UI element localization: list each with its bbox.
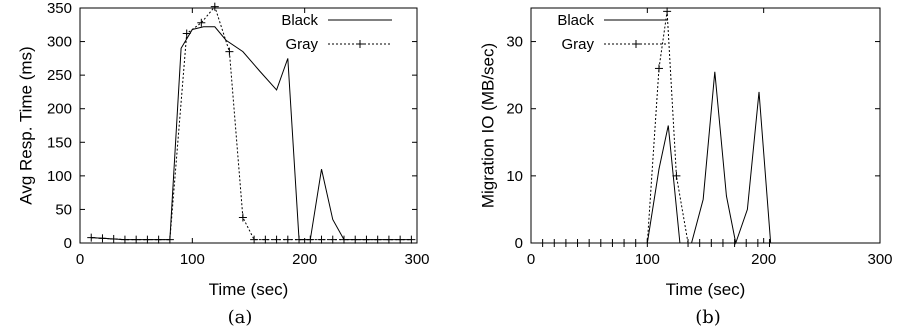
y-tick-label: 200 <box>47 101 72 118</box>
y-tick-label: 100 <box>47 168 72 185</box>
y-tick-label: 10 <box>506 168 523 185</box>
series-line-gray <box>91 5 412 241</box>
legend-label-black: Black <box>557 12 594 29</box>
y-tick-label: 30 <box>506 34 523 51</box>
x-tick-label: 100 <box>635 251 660 268</box>
y-tick-label: 50 <box>55 201 72 218</box>
panel-caption: (b) <box>695 307 721 328</box>
series-line-black <box>531 71 880 245</box>
x-tick-label: 200 <box>751 251 776 268</box>
x-tick-label: 300 <box>404 251 429 268</box>
y-tick-label: 350 <box>47 0 72 17</box>
x-tick-label: 300 <box>867 251 892 268</box>
legend-label-gray: Gray <box>285 36 318 53</box>
x-tick-label: 100 <box>180 251 205 268</box>
plot-frame <box>79 7 418 244</box>
plot-frame <box>530 7 881 244</box>
legend-label-black: Black <box>281 12 318 29</box>
x-axis-label: Time (sec) <box>209 280 289 299</box>
x-axis-label: Time (sec) <box>666 280 746 299</box>
legend-label-gray: Gray <box>561 36 594 53</box>
y-tick-label: 0 <box>64 235 72 252</box>
chart-panel-b: 0 100 200 300 0 10 20 30 Time (sec) Migration IO … <box>479 7 893 328</box>
y-axis-label: Avg Resp. Time (ms) <box>17 46 36 204</box>
y-tick-label: 250 <box>47 67 72 84</box>
chart-panel-a: 0 100 200 300 0 50 100 150 200 250 300 350 Time (sec… <box>17 0 430 328</box>
y-axis-label: Migration IO (MB/sec) <box>479 43 498 208</box>
x-tick-label: 0 <box>527 251 535 268</box>
x-tick-label: 200 <box>292 251 317 268</box>
y-tick-label: 150 <box>47 134 72 151</box>
panel-caption: (a) <box>228 307 253 328</box>
x-tick-label: 0 <box>76 251 84 268</box>
y-tick-label: 20 <box>506 101 523 118</box>
y-tick-label: 0 <box>515 235 523 252</box>
y-tick-label: 300 <box>47 34 72 51</box>
series-line-black <box>91 26 412 241</box>
